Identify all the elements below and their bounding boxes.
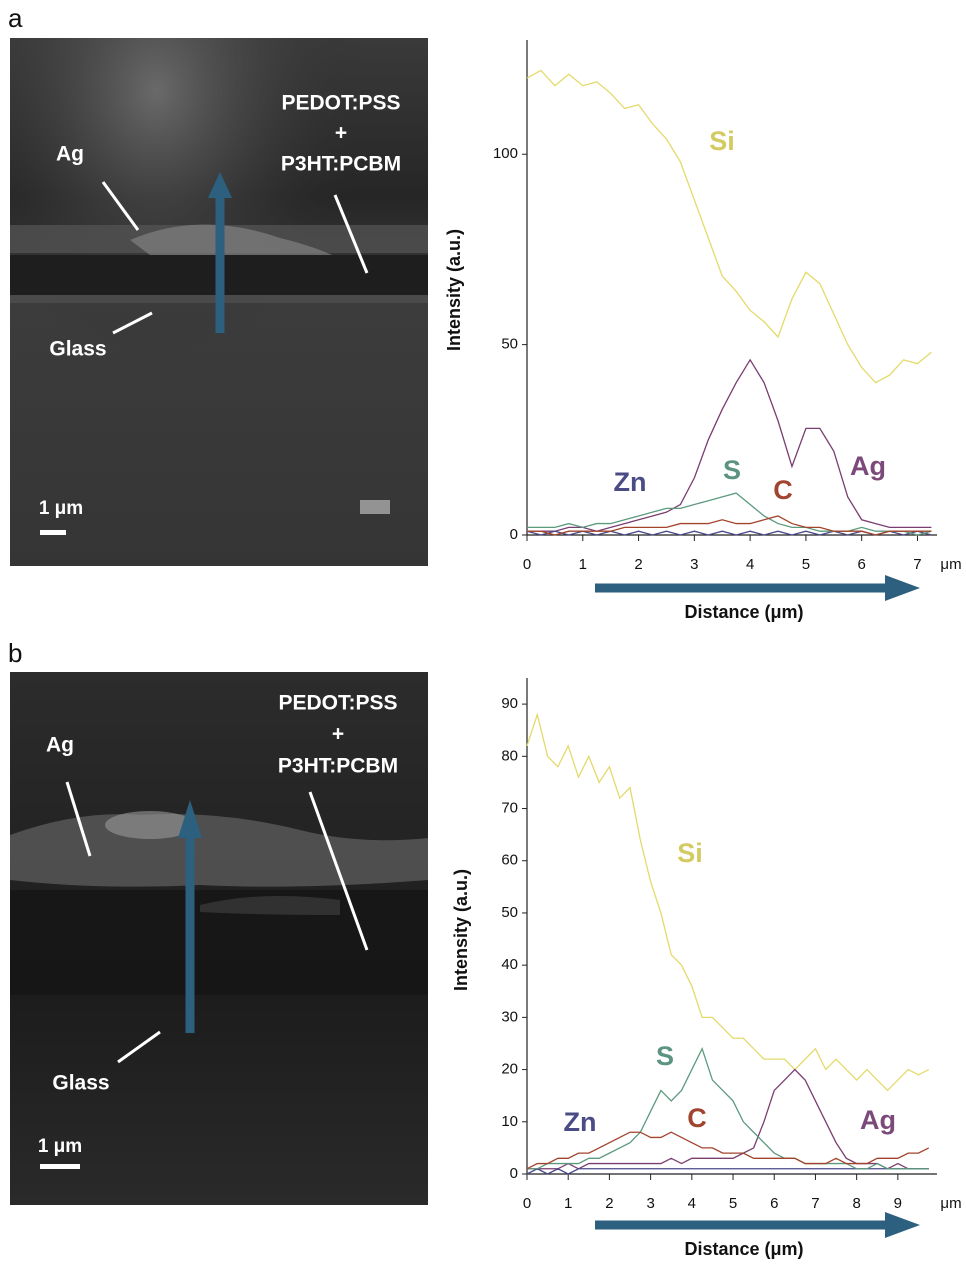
distance-arrow-head [885,1212,920,1238]
image-label: Glass [49,338,106,361]
x-tick-label: 6 [770,1195,778,1212]
y-tick-label: 10 [501,1113,518,1130]
series-line [527,358,932,532]
x-unit: μm [940,556,961,573]
image-label: PEDOT:PSS [281,92,400,115]
micrograph [10,38,428,566]
x-tick-label: 5 [802,556,810,573]
image-label: Ag [46,734,74,757]
micrograph [10,672,428,1205]
x-tick-label: 8 [852,1195,860,1212]
y-tick-label: 30 [501,1008,518,1025]
series-line [526,1168,929,1175]
y-tick-label: 50 [501,904,518,921]
x-tick-label: 3 [646,1195,654,1212]
series-label: C [687,1103,707,1133]
y-tick-label: 40 [501,956,518,973]
y-tick-label: 100 [493,145,518,162]
scale-bar-label: 1 μm [38,1136,82,1157]
x-tick-label: 0 [523,556,531,573]
x-tick-label: 1 [564,1195,572,1212]
series-label: Zn [614,467,647,497]
y-tick-label: 70 [501,799,518,816]
y-axis-title: Intensity (a.u.) [451,869,471,991]
x-axis-title: Distance (μm) [684,1239,803,1259]
image-label: + [335,122,347,145]
image-label: Glass [52,1072,109,1095]
distance-arrow-head [885,575,920,601]
image-label: + [332,723,344,746]
y-axis-title: Intensity (a.u.) [444,229,464,351]
series-label: Ag [850,451,886,481]
x-tick-label: 5 [729,1195,737,1212]
y-tick-label: 50 [501,336,518,353]
series-label: Si [677,838,703,868]
series-line [527,515,932,536]
series-line [526,712,930,1092]
series-label: Si [709,126,735,156]
series-line [526,1131,930,1170]
scale-bar-label: 1 μm [39,498,83,519]
series-line [526,69,932,384]
x-tick-label: 9 [894,1195,902,1212]
y-tick-label: 60 [501,852,518,869]
x-tick-label: 3 [690,556,698,573]
series-label: S [723,455,741,485]
x-tick-label: 7 [913,556,921,573]
x-tick-label: 2 [634,556,642,573]
series-line [527,492,932,536]
series-line [527,1046,929,1170]
x-tick-label: 1 [579,556,587,573]
x-tick-label: 0 [523,1195,531,1212]
x-tick-label: 4 [688,1195,696,1212]
y-tick-label: 90 [501,695,518,712]
y-tick-label: 0 [510,526,518,543]
y-tick-label: 80 [501,747,518,764]
image-label: Ag [56,143,84,166]
image-label: PEDOT:PSS [278,692,397,715]
series-label: S [656,1041,674,1071]
y-tick-label: 20 [501,1061,518,1078]
panel-letter: a [8,3,23,33]
series-label: Zn [564,1107,597,1137]
y-tick-label: 0 [510,1165,518,1182]
series-label: C [773,475,793,505]
x-unit: μm [940,1195,961,1212]
series-label: Ag [860,1105,896,1135]
panel-letter: b [8,638,22,668]
image-label: P3HT:PCBM [281,153,401,176]
x-axis-title: Distance (μm) [684,602,803,622]
x-tick-label: 6 [858,556,866,573]
image-label: P3HT:PCBM [278,755,398,778]
x-tick-label: 2 [605,1195,613,1212]
x-tick-label: 7 [811,1195,819,1212]
x-tick-label: 4 [746,556,754,573]
